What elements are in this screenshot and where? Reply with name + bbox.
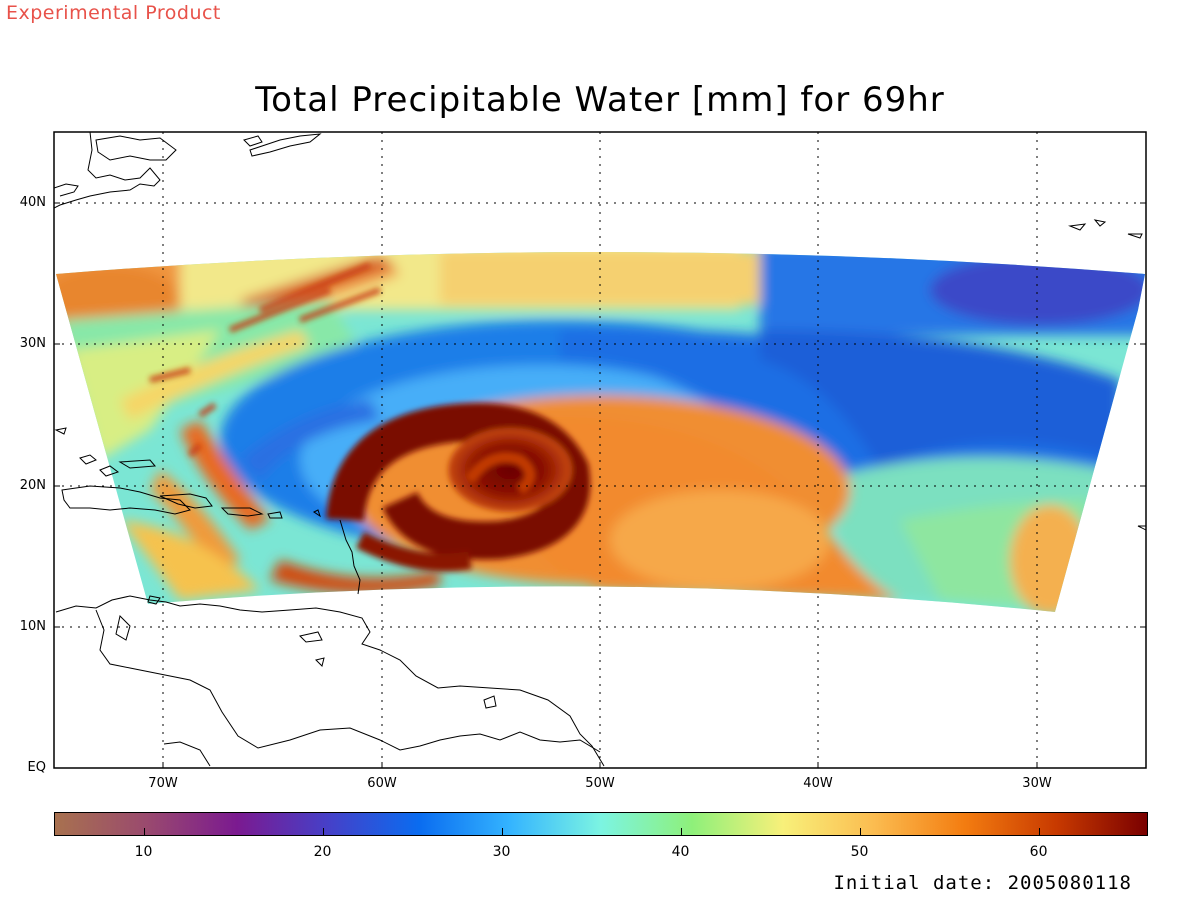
lon-label-50w: 50W [585, 776, 615, 791]
lon-label-60w: 60W [367, 776, 397, 791]
initial-date: Initial date: 2005080118 [833, 872, 1132, 894]
colorbar-tick [143, 828, 145, 835]
tpw-map [53, 131, 1147, 769]
lon-label-70w: 70W [148, 776, 178, 791]
colorbar-tick [859, 828, 861, 835]
lat-label-10n: 10N [19, 619, 46, 634]
experimental-product-label: Experimental Product [6, 2, 221, 24]
colorbar-tick [1038, 828, 1040, 835]
colorbar-tick-label: 30 [492, 844, 511, 860]
colorbar-tick-label: 20 [313, 844, 332, 860]
colorbar [54, 812, 1148, 836]
colorbar-tick [322, 828, 324, 835]
colorbar-tick [680, 828, 682, 835]
colorbar-tick-label: 50 [850, 844, 869, 860]
graticule [54, 132, 1146, 768]
colorbar-tick-label: 40 [671, 844, 690, 860]
chart-title: Total Precipitable Water [mm] for 69hr [255, 80, 945, 120]
precipitable-water-field [56, 252, 1145, 612]
lon-label-40w: 40W [803, 776, 833, 791]
lon-label-30w: 30W [1022, 776, 1052, 791]
coastlines [54, 132, 1146, 767]
map-frame [53, 131, 1147, 769]
lat-label-eq: EQ [27, 760, 46, 775]
colorbar-tick-label: 10 [134, 844, 153, 860]
lat-label-20n: 20N [19, 478, 46, 493]
lat-label-40n: 40N [19, 195, 46, 210]
colorbar-tick [501, 828, 503, 835]
colorbar-tick-label: 60 [1029, 844, 1048, 860]
lat-label-30n: 30N [19, 336, 46, 351]
